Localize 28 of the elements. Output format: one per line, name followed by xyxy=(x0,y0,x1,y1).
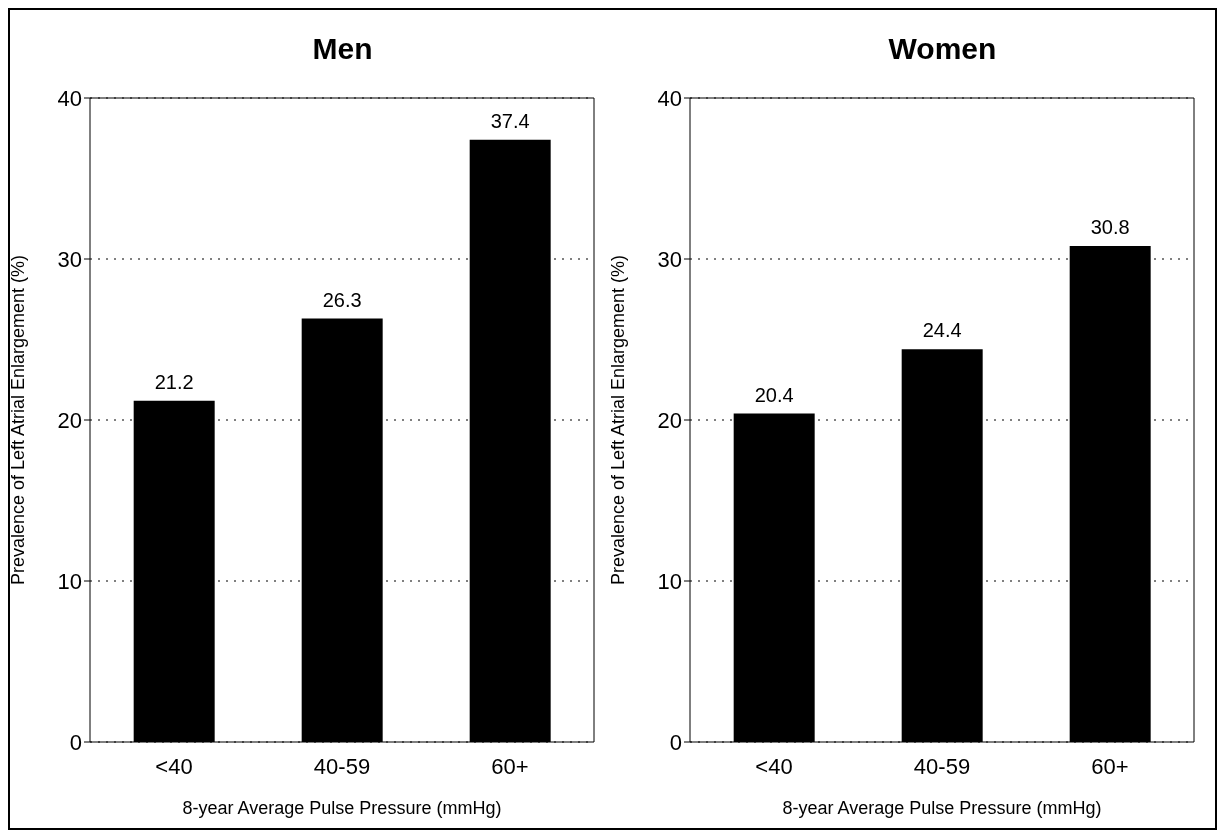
chart-title: Women xyxy=(887,32,998,66)
y-axis-title: Prevalence of Left Atrial Enlargement (%) xyxy=(8,254,29,586)
chart-title: Men xyxy=(311,32,374,66)
data-label: 20.4 xyxy=(754,383,794,406)
data-label: 24.4 xyxy=(922,319,962,342)
data-label: 26.3 xyxy=(322,288,362,311)
y-tick-label: 0 xyxy=(669,729,682,755)
y-tick-label: 30 xyxy=(57,246,82,272)
y-tick-label: 20 xyxy=(657,407,682,433)
y-tick-label: 30 xyxy=(657,246,682,272)
x-axis-title: 8-year Average Pulse Pressure (mmHg) xyxy=(182,798,502,818)
x-axis-title: 8-year Average Pulse Pressure (mmHg) xyxy=(782,798,1102,818)
y-tick-label: 40 xyxy=(657,85,682,111)
y-tick-label: 10 xyxy=(657,568,682,594)
data-label: 21.2 xyxy=(154,370,194,393)
x-tick-label: 60+ xyxy=(491,753,529,779)
x-tick-label: <40 xyxy=(155,753,193,779)
x-tick-label: <40 xyxy=(755,753,793,779)
x-tick-label: 40-59 xyxy=(313,753,371,779)
x-tick-label: 60+ xyxy=(1091,753,1129,779)
y-axis-title: Prevalence of Left Atrial Enlargement (%) xyxy=(608,254,629,586)
x-tick-label: 40-59 xyxy=(913,753,971,779)
data-label: 30.8 xyxy=(1090,216,1130,239)
data-label: 37.4 xyxy=(490,109,530,132)
y-tick-label: 20 xyxy=(57,407,82,433)
y-tick-label: 40 xyxy=(57,85,82,111)
y-tick-label: 0 xyxy=(69,729,82,755)
y-tick-label: 10 xyxy=(57,568,82,594)
